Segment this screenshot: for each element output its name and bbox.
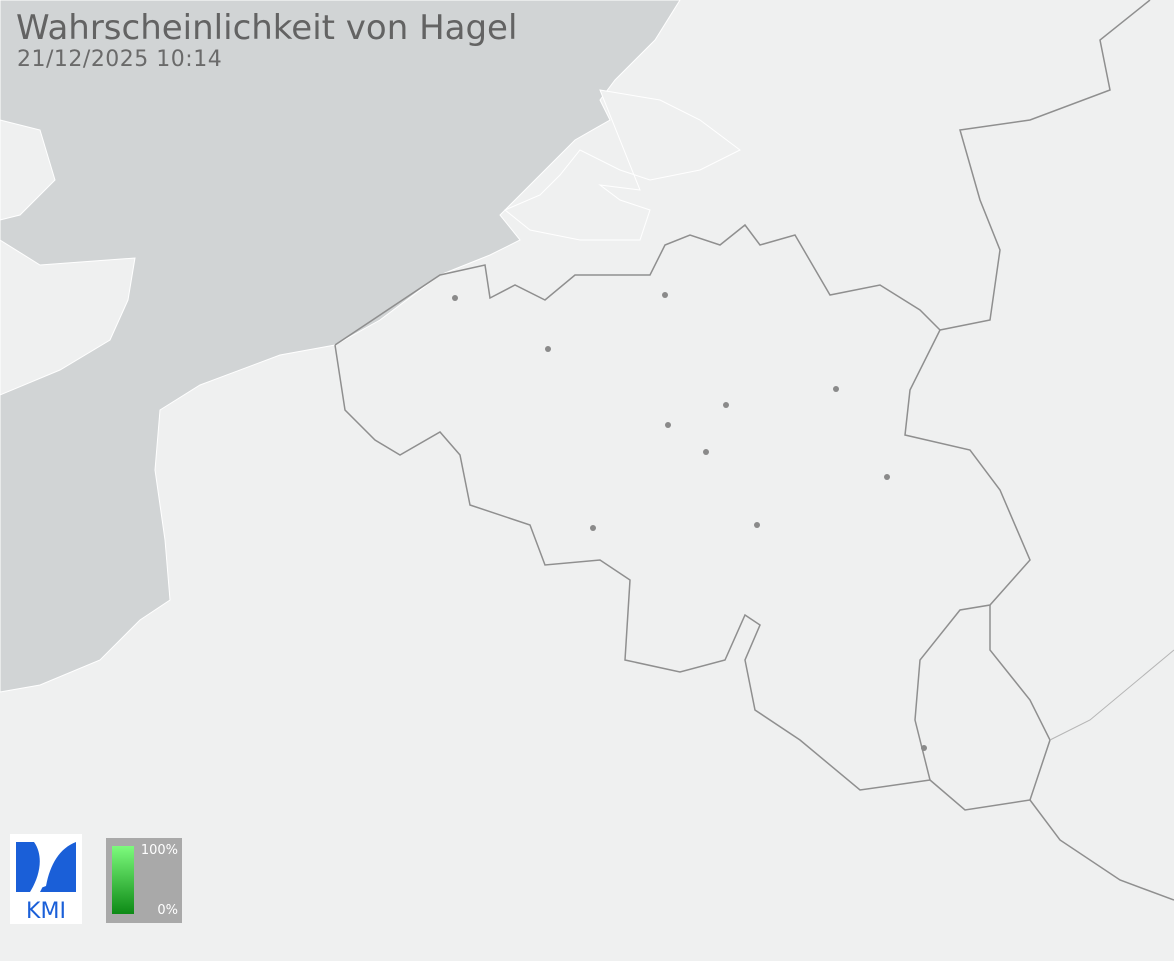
city-marker [703,449,709,455]
legend-max-label: 100% [140,843,178,858]
city-marker [833,386,839,392]
city-marker [884,474,890,480]
city-marker [921,745,927,751]
kmi-logo: KMI [10,834,82,924]
svg-text:KMI: KMI [26,899,66,924]
france-germany-border [1049,649,1174,741]
map-title: Wahrscheinlichkeit von Hagel [16,8,518,48]
legend-color-bar [112,846,134,914]
sea [0,0,681,693]
city-marker [723,402,729,408]
england-land [0,239,136,396]
timestamp: 21/12/2025 10:14 [17,47,223,72]
netherlands-germany-border [939,0,1151,331]
england-land-north [0,119,56,221]
germany-border [1029,799,1174,901]
city-marker [665,422,671,428]
city-marker [545,346,551,352]
luxembourg-border [929,605,1051,811]
zeeland-islands [504,89,741,241]
probability-legend: 100% 0% [106,838,182,923]
city-marker [754,522,760,528]
city-markers [452,292,927,751]
city-marker [662,292,668,298]
belgium-border [334,223,1031,791]
city-marker [452,295,458,301]
city-marker [590,525,596,531]
legend-min-label: 0% [157,903,178,918]
